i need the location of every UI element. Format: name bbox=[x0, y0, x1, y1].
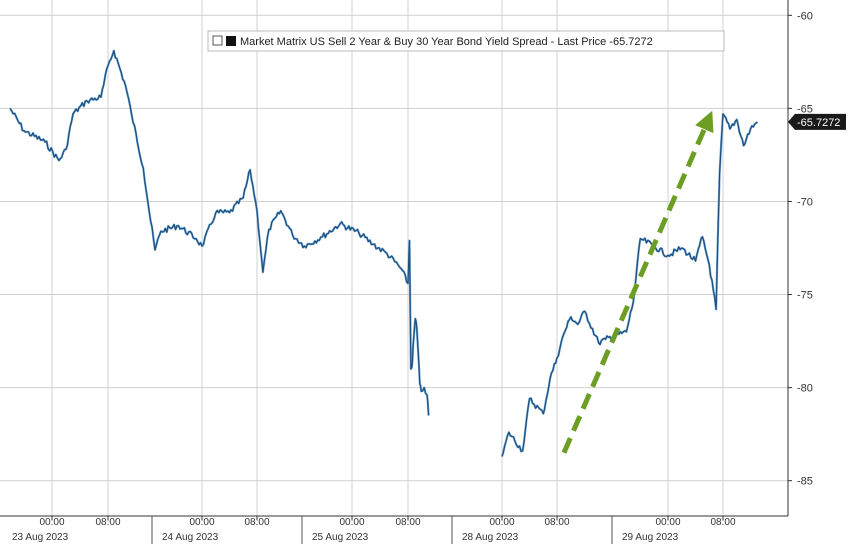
x-tick-label: 08:00 bbox=[395, 517, 420, 528]
last-price-tag bbox=[788, 113, 846, 130]
y-tick-label: -60 bbox=[797, 10, 813, 22]
x-tick-label: 00:00 bbox=[339, 517, 364, 528]
x-date-label: 25 Aug 2023 bbox=[312, 532, 369, 543]
series-line bbox=[501, 113, 758, 457]
legend: Market Matrix US Sell 2 Year & Buy 30 Ye… bbox=[207, 30, 725, 52]
x-tick-label: 08:00 bbox=[95, 517, 120, 528]
x-date-label: 24 Aug 2023 bbox=[162, 532, 219, 543]
trend-arrow bbox=[561, 110, 714, 454]
legend-expand-icon[interactable] bbox=[212, 35, 223, 46]
annotation-group bbox=[561, 110, 714, 454]
x-tick-label: 00:00 bbox=[489, 517, 514, 528]
y-tick-label: -70 bbox=[797, 196, 813, 208]
x-tick-label: 00:00 bbox=[655, 517, 680, 528]
x-date-label: 28 Aug 2023 bbox=[462, 532, 519, 543]
x-axis: 00:00 08:00 00:00 08:00 00:00 08:00 00:00 08:00… bbox=[0, 515, 788, 544]
y-axis: -60 -65 -70 -75 -80 -85 bbox=[787, 0, 813, 516]
x-tick-label: 00:00 bbox=[189, 517, 214, 528]
series-line-group bbox=[9, 49, 759, 457]
legend-swatch bbox=[226, 36, 236, 46]
x-tick-label: 00:00 bbox=[39, 517, 64, 528]
x-tick-label: 08:00 bbox=[710, 517, 735, 528]
x-date-label: 29 Aug 2023 bbox=[622, 532, 679, 543]
gridlines bbox=[0, 0, 788, 516]
x-date-label: 23 Aug 2023 bbox=[12, 532, 69, 543]
y-tick-label: -65 bbox=[797, 103, 813, 115]
last-price-marker: -65.7272 bbox=[788, 113, 846, 130]
y-tick-label: -80 bbox=[797, 383, 813, 395]
y-tick-label: -85 bbox=[797, 476, 813, 488]
x-tick-label: 08:00 bbox=[544, 517, 569, 528]
legend-label: Market Matrix US Sell 2 Year & Buy 30 Ye… bbox=[240, 36, 653, 48]
y-tick-label: -75 bbox=[797, 290, 813, 302]
legend-box bbox=[207, 30, 725, 52]
last-price-label: -65.7272 bbox=[797, 117, 840, 129]
x-tick-label: 08:00 bbox=[244, 517, 269, 528]
series-line bbox=[9, 50, 430, 416]
